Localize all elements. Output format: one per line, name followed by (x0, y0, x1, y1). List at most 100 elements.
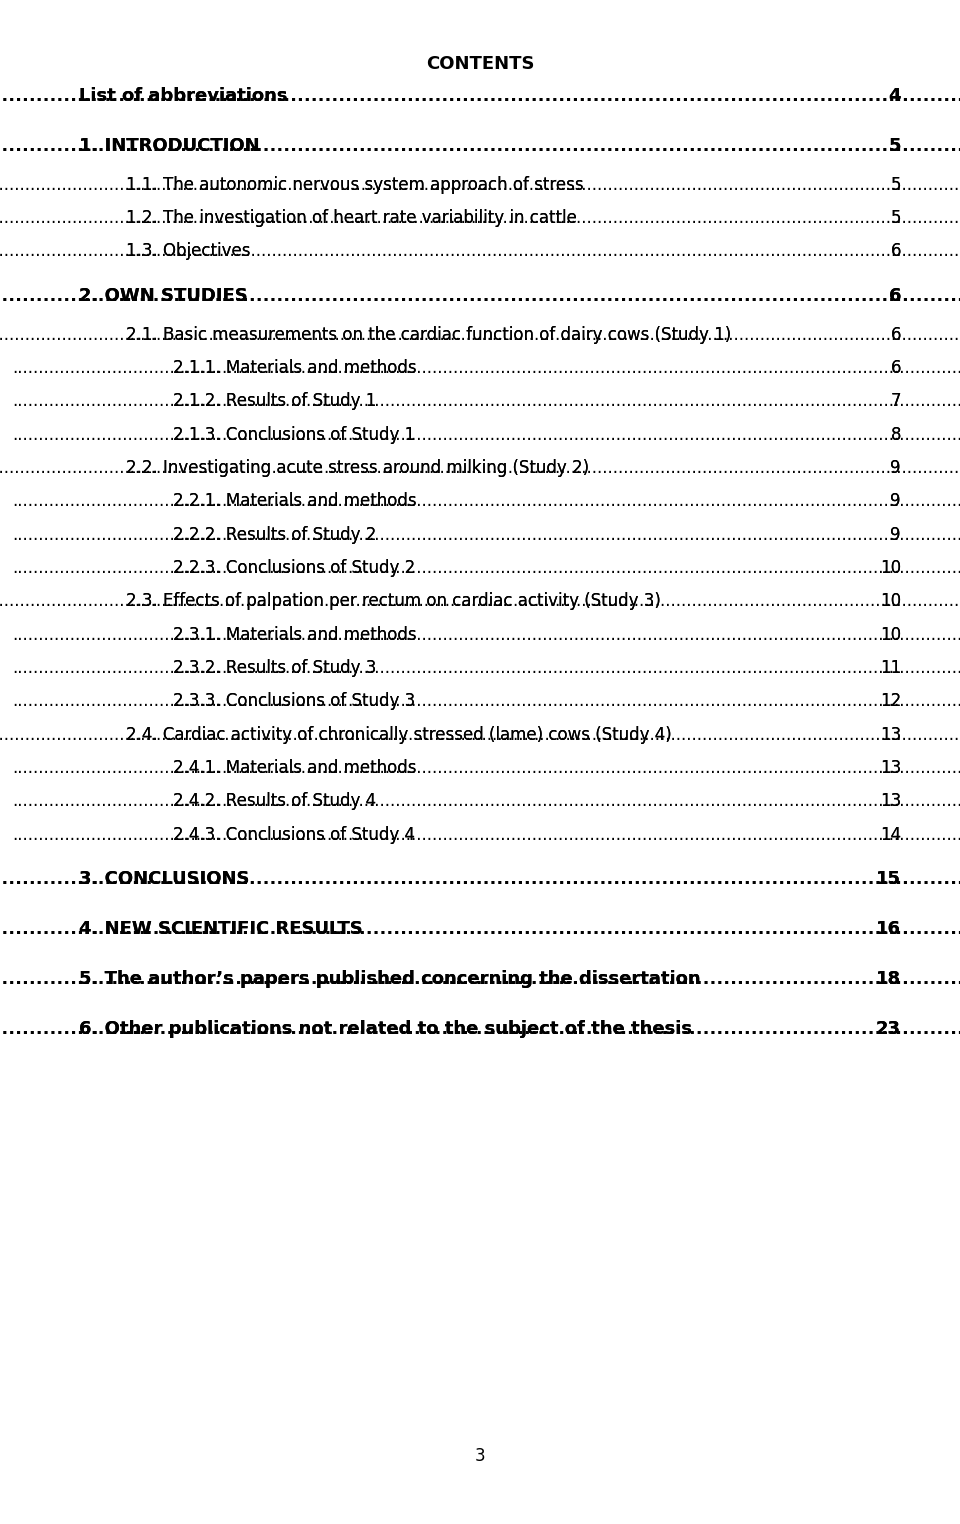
Text: 2.2.1. Materials and methods: 2.2.1. Materials and methods (173, 492, 417, 511)
Text: 2.2. Investigating acute stress around milking (Study 2): 2.2. Investigating acute stress around m… (126, 459, 589, 477)
Text: 9: 9 (891, 526, 900, 544)
Text: 6: 6 (891, 242, 900, 261)
Text: 10: 10 (879, 593, 900, 610)
Text: 10: 10 (879, 593, 900, 610)
Text: 13: 13 (879, 792, 900, 811)
Text: 4: 4 (888, 87, 900, 105)
Text: 6. Other publications not related to the subject of the thesis: 6. Other publications not related to the… (79, 1020, 692, 1038)
Text: 2.4.1. Materials and methods: 2.4.1. Materials and methods (173, 759, 417, 777)
Text: 7: 7 (891, 392, 900, 410)
Text: 5: 5 (891, 209, 900, 227)
Text: 5: 5 (891, 175, 900, 194)
Text: 2.1.1. Materials and methods: 2.1.1. Materials and methods (173, 358, 417, 376)
Text: 2.4.1. Materials and methods: 2.4.1. Materials and methods (173, 759, 417, 777)
Text: 15: 15 (876, 870, 900, 888)
Text: 2.1.3. Conclusions of Study 1: 2.1.3. Conclusions of Study 1 (173, 425, 416, 443)
Text: 2.3. Effects of palpation per rectum on cardiac activity (Study 3): 2.3. Effects of palpation per rectum on … (126, 593, 660, 610)
Text: 13: 13 (879, 792, 900, 811)
Text: 18: 18 (876, 969, 900, 988)
Text: 5: 5 (891, 209, 900, 227)
Text: ................................................................................: ........................................… (12, 826, 960, 843)
Text: ................................................................................: ........................................… (12, 392, 960, 410)
Text: 5. The author’s papers published concerning the dissertation: 5. The author’s papers published concern… (79, 969, 701, 988)
Text: ................................................................................: ........................................… (0, 870, 960, 888)
Text: ................................................................................: ........................................… (0, 137, 960, 154)
Text: 7: 7 (891, 392, 900, 410)
Text: ................................................................................: ........................................… (0, 326, 960, 343)
Text: ................................................................................: ........................................… (12, 358, 960, 376)
Text: 6: 6 (888, 287, 900, 305)
Text: ................................................................................: ........................................… (12, 559, 960, 578)
Text: 5. The author’s papers published concerning the dissertation: 5. The author’s papers published concern… (79, 969, 701, 988)
Text: 2.3.3. Conclusions of Study 3: 2.3.3. Conclusions of Study 3 (173, 692, 416, 710)
Text: 1.2. The investigation of heart rate variability in cattle: 1.2. The investigation of heart rate var… (126, 209, 577, 227)
Text: 2.4.2. Results of Study 4: 2.4.2. Results of Study 4 (173, 792, 376, 811)
Text: 1. INTRODUCTION: 1. INTRODUCTION (79, 137, 259, 154)
Text: 13: 13 (879, 725, 900, 744)
Text: 15: 15 (876, 870, 900, 888)
Text: 3. CONCLUSIONS: 3. CONCLUSIONS (79, 870, 250, 888)
Text: 14: 14 (879, 826, 900, 843)
Text: 6: 6 (891, 358, 900, 376)
Text: 13: 13 (879, 759, 900, 777)
Text: 13: 13 (879, 759, 900, 777)
Text: List of abbreviations: List of abbreviations (79, 87, 287, 105)
Text: 1.3. Objectives: 1.3. Objectives (126, 242, 251, 261)
Text: 5: 5 (888, 137, 900, 154)
Text: 2.2.3. Conclusions of Study 2: 2.2.3. Conclusions of Study 2 (173, 559, 416, 578)
Text: 2.4. Cardiac activity of chronically stressed (lame) cows (Study 4): 2.4. Cardiac activity of chronically str… (126, 725, 672, 744)
Text: ................................................................................: ........................................… (0, 725, 960, 744)
Text: 2.4.3. Conclusions of Study 4: 2.4.3. Conclusions of Study 4 (173, 826, 416, 843)
Text: ................................................................................: ........................................… (12, 625, 960, 643)
Text: 2.1.2. Results of Study 1: 2.1.2. Results of Study 1 (173, 392, 376, 410)
Text: ................................................................................: ........................................… (0, 920, 960, 937)
Text: ................................................................................: ........................................… (12, 492, 960, 511)
Text: ................................................................................: ........................................… (0, 87, 960, 105)
Text: 14: 14 (879, 826, 900, 843)
Text: ................................................................................: ........................................… (12, 692, 960, 710)
Text: 11: 11 (879, 658, 900, 677)
Text: 8: 8 (891, 425, 900, 443)
Text: 6. Other publications not related to the subject of the thesis: 6. Other publications not related to the… (79, 1020, 692, 1038)
Text: 3: 3 (474, 1446, 486, 1465)
Text: 6: 6 (891, 326, 900, 343)
Text: 9: 9 (891, 492, 900, 511)
Text: ................................................................................: ........................................… (12, 759, 960, 777)
Text: 6: 6 (891, 358, 900, 376)
Text: 1.2. The investigation of heart rate variability in cattle: 1.2. The investigation of heart rate var… (126, 209, 577, 227)
Text: 5: 5 (888, 137, 900, 154)
Text: 9: 9 (891, 492, 900, 511)
Text: 2.3.1. Materials and methods: 2.3.1. Materials and methods (173, 625, 417, 643)
Text: 10: 10 (879, 559, 900, 578)
Text: ................................................................................: ........................................… (0, 459, 960, 477)
Text: 2.3.1. Materials and methods: 2.3.1. Materials and methods (173, 625, 417, 643)
Text: 13: 13 (879, 725, 900, 744)
Text: 12: 12 (879, 692, 900, 710)
Text: 10: 10 (879, 625, 900, 643)
Text: ................................................................................: ........................................… (0, 287, 960, 305)
Text: 11: 11 (879, 658, 900, 677)
Text: 23: 23 (876, 1020, 900, 1038)
Text: 6: 6 (888, 287, 900, 305)
Text: 18: 18 (876, 969, 900, 988)
Text: 5: 5 (891, 175, 900, 194)
Text: 4. NEW SCIENTIFIC RESULTS: 4. NEW SCIENTIFIC RESULTS (79, 920, 363, 937)
Text: ................................................................................: ........................................… (12, 425, 960, 443)
Text: 6: 6 (891, 326, 900, 343)
Text: 2.4.2. Results of Study 4: 2.4.2. Results of Study 4 (173, 792, 376, 811)
Text: 2.1.2. Results of Study 1: 2.1.2. Results of Study 1 (173, 392, 376, 410)
Text: 1.3. Objectives: 1.3. Objectives (126, 242, 251, 261)
Text: 3. CONCLUSIONS: 3. CONCLUSIONS (79, 870, 250, 888)
Text: ................................................................................: ........................................… (0, 242, 960, 261)
Text: 1. INTRODUCTION: 1. INTRODUCTION (79, 137, 259, 154)
Text: 2. OWN STUDIES: 2. OWN STUDIES (79, 287, 248, 305)
Text: 2.1.1. Materials and methods: 2.1.1. Materials and methods (173, 358, 417, 376)
Text: 12: 12 (879, 692, 900, 710)
Text: 23: 23 (876, 1020, 900, 1038)
Text: CONTENTS: CONTENTS (425, 55, 535, 73)
Text: 2.4.3. Conclusions of Study 4: 2.4.3. Conclusions of Study 4 (173, 826, 416, 843)
Text: 10: 10 (879, 625, 900, 643)
Text: ................................................................................: ........................................… (12, 526, 960, 544)
Text: 2.2. Investigating acute stress around milking (Study 2): 2.2. Investigating acute stress around m… (126, 459, 589, 477)
Text: 4: 4 (888, 87, 900, 105)
